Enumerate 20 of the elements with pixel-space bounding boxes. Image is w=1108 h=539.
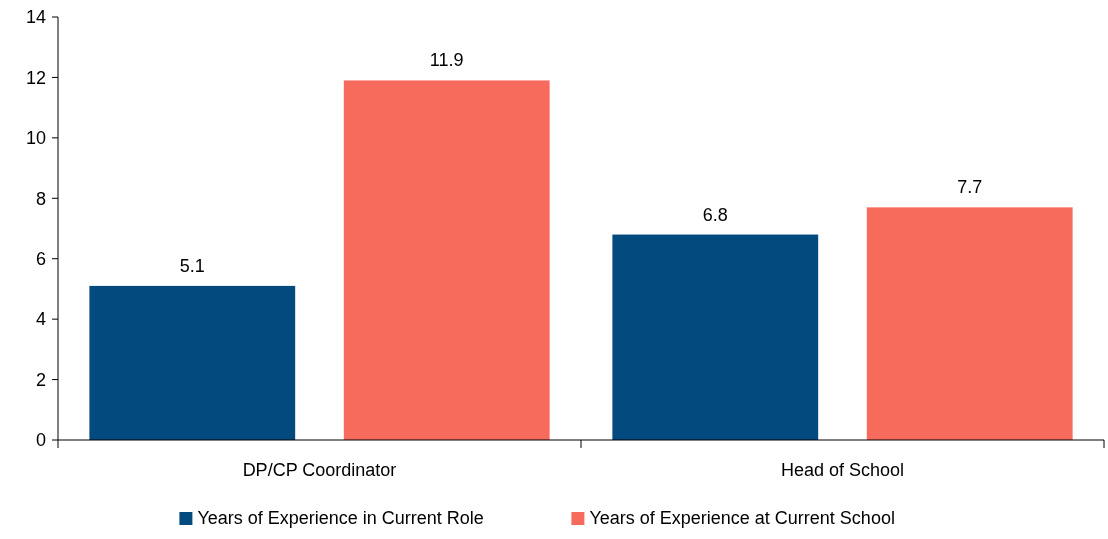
bar <box>612 234 819 440</box>
y-tick-label: 10 <box>25 128 46 149</box>
data-label: 11.9 <box>429 50 464 71</box>
legend-label: Years of Experience in Current Role <box>197 508 484 528</box>
bar <box>343 80 550 440</box>
y-tick-label: 4 <box>35 309 46 330</box>
y-tick-label: 6 <box>35 249 46 270</box>
bar <box>89 285 296 440</box>
y-tick-label: 14 <box>25 7 46 28</box>
data-label: 6.8 <box>702 204 728 225</box>
x-tick-label: DP/CP Coordinator <box>242 460 397 480</box>
legend-label: Years of Experience at Current School <box>589 508 895 528</box>
y-tick-label: 8 <box>35 188 46 209</box>
y-tick-label: 0 <box>35 430 46 451</box>
x-tick-label: Head of School <box>780 460 905 480</box>
y-tick-label: 12 <box>25 67 46 88</box>
bar <box>866 207 1073 440</box>
y-tick-label: 2 <box>35 369 46 390</box>
data-label: 5.1 <box>179 255 205 276</box>
data-label: 7.7 <box>957 177 983 198</box>
